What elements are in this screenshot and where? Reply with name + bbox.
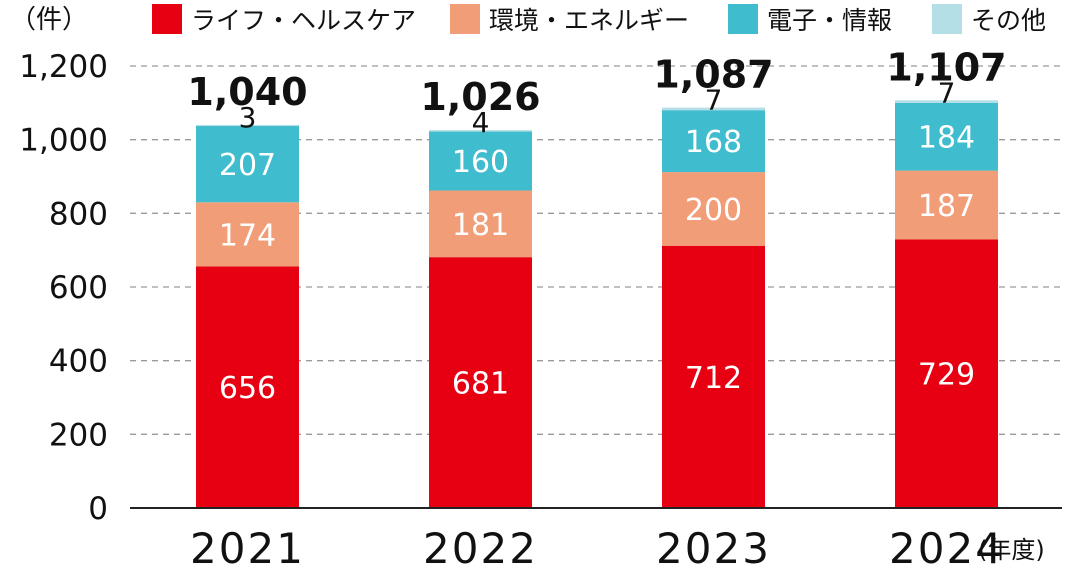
bar-segment xyxy=(429,257,532,508)
data-label: 207 xyxy=(219,148,276,183)
y-tick-label: 200 xyxy=(49,417,108,453)
legend-swatch xyxy=(932,4,962,34)
data-label: 174 xyxy=(219,218,276,253)
legend-label: 電子・情報 xyxy=(767,6,892,35)
x-unit-label: (年度) xyxy=(978,536,1045,564)
bar-segment xyxy=(662,107,765,111)
x-tick-label: 2024 xyxy=(889,524,1004,573)
total-label: 1,040 xyxy=(187,70,307,114)
bar-segment xyxy=(196,202,299,267)
data-label: 160 xyxy=(452,145,509,180)
bar-segment xyxy=(196,124,299,127)
bar-segment xyxy=(895,100,998,103)
y-tick-label: 600 xyxy=(49,270,108,306)
data-label: 681 xyxy=(452,367,509,402)
x-tick-label: 2022 xyxy=(423,524,538,573)
data-label: 184 xyxy=(918,121,975,156)
x-tick-label: 2021 xyxy=(190,524,305,573)
legend-swatch xyxy=(728,4,758,34)
y-tick-label: 800 xyxy=(49,196,108,232)
bar-segment xyxy=(429,131,532,191)
y-tick-label: 0 xyxy=(88,491,108,527)
bar-segment xyxy=(429,190,532,258)
data-label: 187 xyxy=(918,189,975,224)
data-label-other: 7 xyxy=(938,76,956,109)
bar-segment xyxy=(662,172,765,246)
legend: ライフ・ヘルスケア 環境・エネルギー 電子・情報 その他 xyxy=(152,4,1046,35)
legend-swatch xyxy=(152,4,182,34)
legend-label: その他 xyxy=(971,6,1046,35)
total-label: 1,026 xyxy=(420,75,540,119)
bar-segment xyxy=(895,102,998,171)
legend-label: ライフ・ヘルスケア xyxy=(191,6,416,35)
data-label-other: 7 xyxy=(705,84,723,117)
data-label: 200 xyxy=(685,193,742,228)
data-label: 168 xyxy=(685,125,742,160)
bar-segment xyxy=(895,170,998,240)
x-tick-label: 2023 xyxy=(656,524,771,573)
bar-segment xyxy=(196,266,299,508)
legend-label: 環境・エネルギー xyxy=(489,6,689,35)
legend-swatch xyxy=(450,4,480,34)
data-label-other: 3 xyxy=(239,101,257,134)
data-label: 181 xyxy=(452,208,509,243)
data-label-other: 4 xyxy=(472,106,490,139)
y-unit-label: （件） xyxy=(10,5,88,35)
y-tick-label: 1,200 xyxy=(19,49,108,85)
data-label: 656 xyxy=(219,371,276,406)
total-label: 1,087 xyxy=(653,53,773,97)
axes: 0 200 400 600 800 1,000 1,200 2021 2022 2023 2024 xyxy=(19,49,1062,573)
data-label: 729 xyxy=(918,358,975,393)
data-label: 712 xyxy=(685,361,742,396)
bar-segment xyxy=(895,239,998,509)
bar-segment xyxy=(662,110,765,173)
total-label: 1,107 xyxy=(886,45,1006,89)
bar-segment xyxy=(196,126,299,203)
bar-segment xyxy=(662,245,765,508)
bars: 656 174 207 31,040 681 181 160 41,026 712 200 168 7… xyxy=(187,45,1007,509)
bar-segment xyxy=(429,130,532,132)
y-tick-label: 400 xyxy=(49,344,108,380)
y-tick-label: 1,000 xyxy=(19,123,108,159)
